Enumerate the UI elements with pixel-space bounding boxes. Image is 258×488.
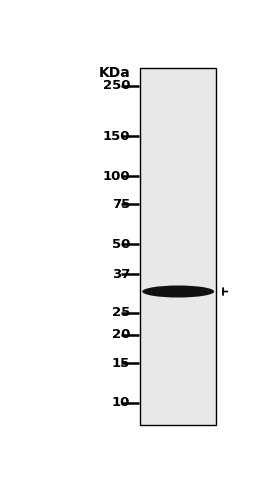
Text: 100: 100	[103, 170, 130, 183]
Text: 10: 10	[112, 396, 130, 409]
Ellipse shape	[142, 285, 214, 298]
Text: 25: 25	[112, 306, 130, 319]
Bar	[140, 68, 216, 425]
Text: 20: 20	[112, 328, 130, 341]
Text: 37: 37	[112, 267, 130, 281]
Text: KDa: KDa	[99, 66, 130, 80]
Text: 50: 50	[112, 238, 130, 251]
Text: 15: 15	[112, 357, 130, 369]
Text: 75: 75	[112, 198, 130, 211]
Text: 150: 150	[103, 130, 130, 142]
Text: 250: 250	[103, 80, 130, 92]
